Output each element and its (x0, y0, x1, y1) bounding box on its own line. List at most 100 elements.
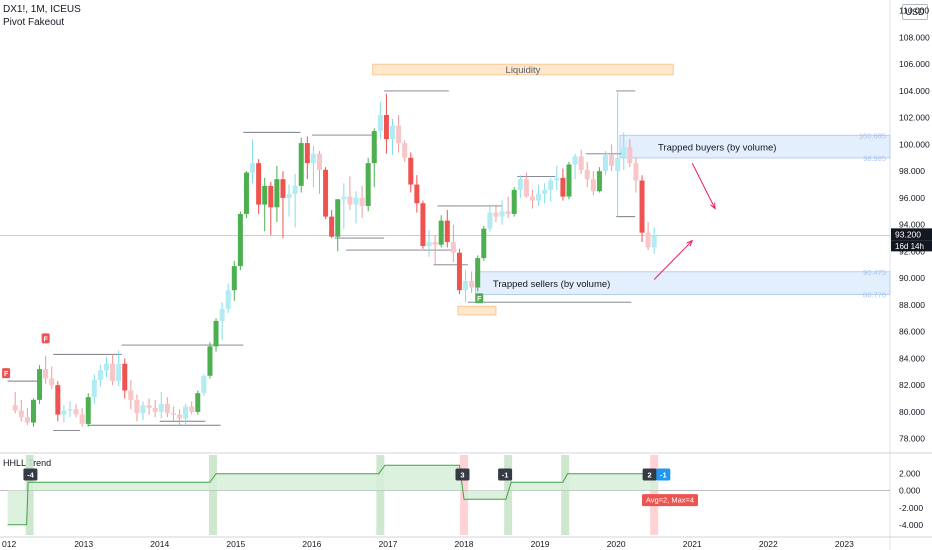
candle-body (542, 189, 548, 194)
trend-count-text: -1 (660, 471, 667, 480)
candle-body (499, 211, 505, 217)
candle-body (603, 155, 609, 172)
trend-count-text: 3 (460, 471, 464, 480)
candle-body (615, 157, 621, 172)
candle-body (219, 308, 225, 321)
candle-body (377, 114, 383, 132)
candle-body (651, 235, 657, 248)
candle-body (116, 363, 122, 382)
candle-body (572, 156, 578, 165)
liquidity-zone (372, 63, 674, 76)
indicator-name[interactable]: Pivot Fakeout (3, 17, 65, 28)
candle-body (578, 156, 584, 170)
candle-body (85, 397, 91, 424)
candle-body (164, 403, 170, 414)
price-tick-label: 84.000 (899, 353, 925, 363)
candle-body (329, 216, 335, 237)
price-tick-label: 90.000 (899, 273, 925, 283)
trapped-sellers-label: Trapped sellers (by volume) (493, 279, 610, 290)
time-tick-label: 2017 (378, 539, 397, 549)
zone-price-label: 90.475 (863, 268, 886, 277)
candle-body (511, 189, 517, 214)
price-tick-label: 100.000 (899, 139, 930, 149)
candle-body (140, 405, 146, 414)
current-price-tag (891, 228, 932, 241)
trend-highlight-band (25, 455, 34, 535)
candle-body (128, 390, 134, 400)
indicator-tick-label: -2.000 (899, 503, 923, 513)
candle-body (292, 185, 298, 194)
price-tick-label: 98.000 (899, 166, 925, 176)
price-tick-label: 86.000 (899, 327, 925, 337)
candle-body (67, 409, 73, 411)
time-tick-label: 2021 (683, 539, 702, 549)
candle-body (396, 125, 402, 144)
pivot-fake-marker-high-box (41, 333, 50, 344)
candle-body (12, 405, 18, 411)
candle-body (456, 252, 462, 291)
symbol-title[interactable]: DX1!, 1M, ICEUS (3, 4, 81, 15)
candle-body (463, 280, 469, 291)
candle-body (487, 212, 493, 229)
trend-line (7, 464, 658, 526)
currency-button[interactable]: USD (902, 4, 928, 20)
candle-body (207, 346, 213, 376)
candle-body (183, 406, 189, 419)
candle-body (359, 197, 365, 206)
time-tick-label: 2019 (531, 539, 550, 549)
candle-body (365, 163, 371, 206)
candle-body (201, 375, 207, 394)
candle-body (438, 220, 444, 245)
trend-highlight-band (504, 455, 513, 535)
arrow-up-shaft (653, 240, 693, 280)
candle-body (286, 193, 292, 198)
price-tick-label: 96.000 (899, 193, 925, 203)
candle-body (621, 147, 627, 158)
zone-price-label: 100.685 (859, 131, 886, 140)
time-axis: 2013 2014 2015 2016 2017 2018 2019 2020 2021 2022… (2, 539, 854, 549)
indicator-tick-label: 0.000 (899, 486, 921, 496)
price-tick-label: 94.000 (899, 220, 925, 230)
candle-body (402, 143, 408, 158)
candle-body (408, 157, 414, 185)
avg-max-text: Avg=2, Max=4 (646, 496, 694, 505)
current-price-value: 93.200 (895, 229, 921, 239)
time-tick-label: 2022 (759, 539, 778, 549)
candle-body (170, 413, 176, 415)
pivot-fake-marker-edge-box (2, 368, 11, 379)
candle-body (639, 180, 645, 233)
candle-body (274, 179, 280, 208)
trend-count-text: 2 (648, 471, 652, 480)
candle-body (250, 163, 256, 173)
indicator-tick-label: -4.000 (899, 520, 923, 530)
candle-body (43, 369, 49, 379)
liquidity-label: Liquidity (506, 65, 541, 76)
candle-body (609, 155, 615, 166)
zone-price-label: 98.985 (863, 154, 886, 163)
candle-body (390, 125, 396, 140)
time-tick-label-edge: 012 (2, 539, 16, 549)
trend-count-badge (23, 468, 38, 481)
candle-body (627, 147, 633, 164)
time-tick-label: 2015 (226, 539, 245, 549)
candle-body (298, 143, 304, 186)
trend-count-text: -4 (27, 471, 34, 480)
candle-body (383, 114, 389, 140)
candle-body (481, 228, 487, 259)
price-axis: 78.000 80.000 82.000 84.000 86.000 88.000 90.0… (891, 6, 932, 444)
candle-body (231, 266, 237, 291)
candle-body (316, 153, 322, 170)
candle-body (536, 193, 542, 201)
price-tick-label: 102.000 (899, 113, 930, 123)
candle-body (110, 363, 116, 382)
candle-body (323, 169, 329, 217)
candle-body (152, 407, 158, 412)
price-tick-label: 104.000 (899, 86, 930, 96)
pivot-fake-marker-low-box (475, 293, 484, 304)
candle-body (256, 163, 262, 205)
trend-count-badge (656, 468, 671, 481)
time-tick-label: 2014 (150, 539, 169, 549)
trend-highlight-band (376, 455, 385, 535)
